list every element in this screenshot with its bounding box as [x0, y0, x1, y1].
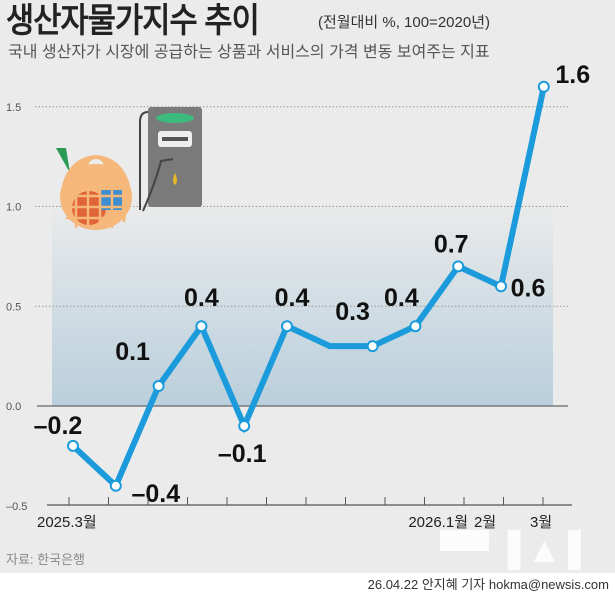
data-label: 0.4: [184, 284, 219, 312]
credit-line: 26.04.22 안지혜 기자 hokma@newsis.com: [367, 577, 609, 592]
data-label: –0.2: [34, 412, 83, 440]
data-point: [152, 380, 165, 393]
y-tick-label: 0.5: [6, 301, 21, 313]
x-tick-label: 3월: [530, 514, 552, 531]
data-point: [537, 80, 550, 93]
data-point: [195, 320, 208, 333]
data-point: [109, 479, 122, 492]
y-tick-label: 1.0: [6, 202, 21, 214]
data-point: [281, 320, 293, 333]
y-tick-label: –0.5: [6, 501, 27, 513]
series-line: [70, 86, 547, 491]
data-label: 1.6: [555, 61, 590, 89]
fuel-pump-icon: [139, 107, 202, 212]
x-tick-label: 2025.3월: [37, 514, 97, 531]
x-tick-label: 2월: [474, 514, 496, 531]
shaded-band: [52, 200, 553, 406]
y-tick-label: 0.0: [6, 401, 21, 413]
watermark-logo: ▀▀ ▐ ▲ ▌: [440, 530, 592, 570]
data-label: 0.4: [384, 284, 419, 312]
data-point: [238, 419, 251, 432]
data-label: 0.3: [335, 298, 370, 326]
data-label: 0.7: [434, 230, 469, 258]
y-tick-label: 1.5: [6, 102, 21, 114]
x-tick-label: 2026.1월: [408, 514, 468, 531]
page-title: 생산자물가지수 추이: [6, 2, 260, 40]
data-point: [67, 439, 79, 452]
data-point: [495, 280, 507, 293]
data-label: 0.4: [275, 284, 310, 312]
data-label: –0.1: [218, 440, 267, 468]
unit-note: (전월대비 %, 100=2020년): [318, 14, 490, 31]
source-note: 자료: 한국은행: [6, 552, 85, 567]
data-point: [452, 260, 465, 273]
subtitle: 국내 생산자가 시장에 공급하는 상품과 서비스의 가격 변동 보여주는 지표: [8, 44, 490, 61]
data-point: [409, 320, 422, 333]
data-label: 0.6: [511, 274, 546, 302]
data-label: –0.4: [131, 480, 180, 508]
data-point: [366, 340, 379, 353]
shopping-basket-icon: [56, 148, 132, 230]
data-label: 0.1: [115, 338, 150, 366]
